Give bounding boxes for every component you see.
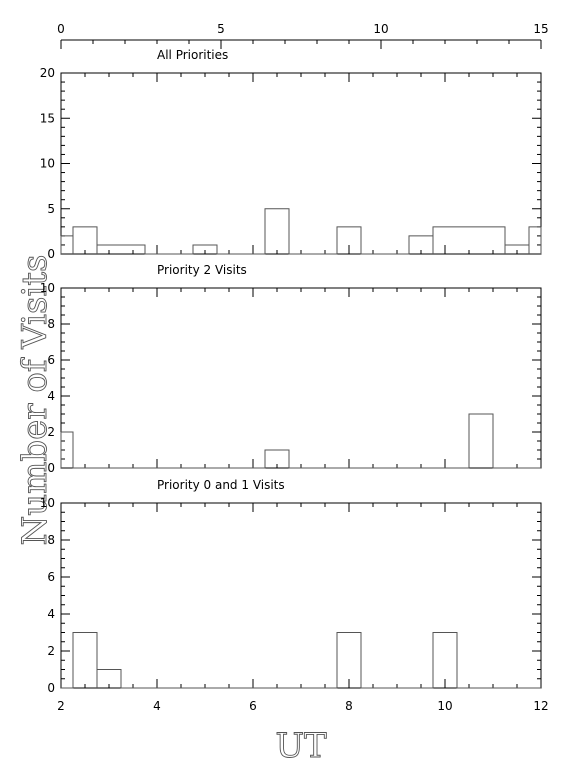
histogram-step-line	[61, 208, 541, 255]
y-axis-label: Number of Visits	[15, 255, 55, 546]
top-axis-tick-label: 5	[217, 22, 225, 36]
top-axis-tick-label: 15	[533, 22, 548, 36]
top-axis-tick-label: 0	[57, 22, 65, 36]
panel-title: Priority 2 Visits	[157, 263, 247, 277]
histogram-step-line	[61, 632, 541, 689]
y-axis-tick-label: 0	[47, 681, 55, 695]
y-axis-tick-label: 0	[47, 461, 55, 475]
y-axis-tick-label: 20	[40, 66, 55, 80]
y-axis-tick-label: 0	[47, 247, 55, 261]
y-axis-tick-label: 6	[47, 570, 55, 584]
y-axis-tick-label: 10	[40, 157, 55, 171]
top-axis-tick-label: 10	[373, 22, 388, 36]
y-axis-tick-label: 8	[47, 533, 55, 547]
y-axis-tick-label: 6	[47, 353, 55, 367]
panel-title: All Priorities	[157, 48, 228, 62]
x-axis-tick-label: 12	[533, 699, 548, 713]
y-axis-tick-label: 2	[47, 644, 55, 658]
y-axis-tick-label: 4	[47, 389, 55, 403]
x-axis-label: UT	[275, 726, 327, 762]
y-axis-tick-label: 4	[47, 607, 55, 621]
y-axis-tick-label: 10	[40, 496, 55, 510]
panel-title: Priority 0 and 1 Visits	[157, 478, 285, 492]
y-axis-tick-label: 5	[47, 202, 55, 216]
y-axis-tick-label: 15	[40, 111, 55, 125]
y-axis-tick-label: 8	[47, 317, 55, 331]
x-axis-tick-label: 10	[437, 699, 452, 713]
x-axis-tick-label: 4	[153, 699, 161, 713]
y-axis-tick-label: 2	[47, 425, 55, 439]
x-axis-tick-label: 6	[249, 699, 257, 713]
y-axis-tick-label: 10	[40, 281, 55, 295]
panel-frame	[60, 502, 542, 689]
x-axis-tick-label: 8	[345, 699, 353, 713]
x-axis-tick-label: 2	[57, 699, 65, 713]
